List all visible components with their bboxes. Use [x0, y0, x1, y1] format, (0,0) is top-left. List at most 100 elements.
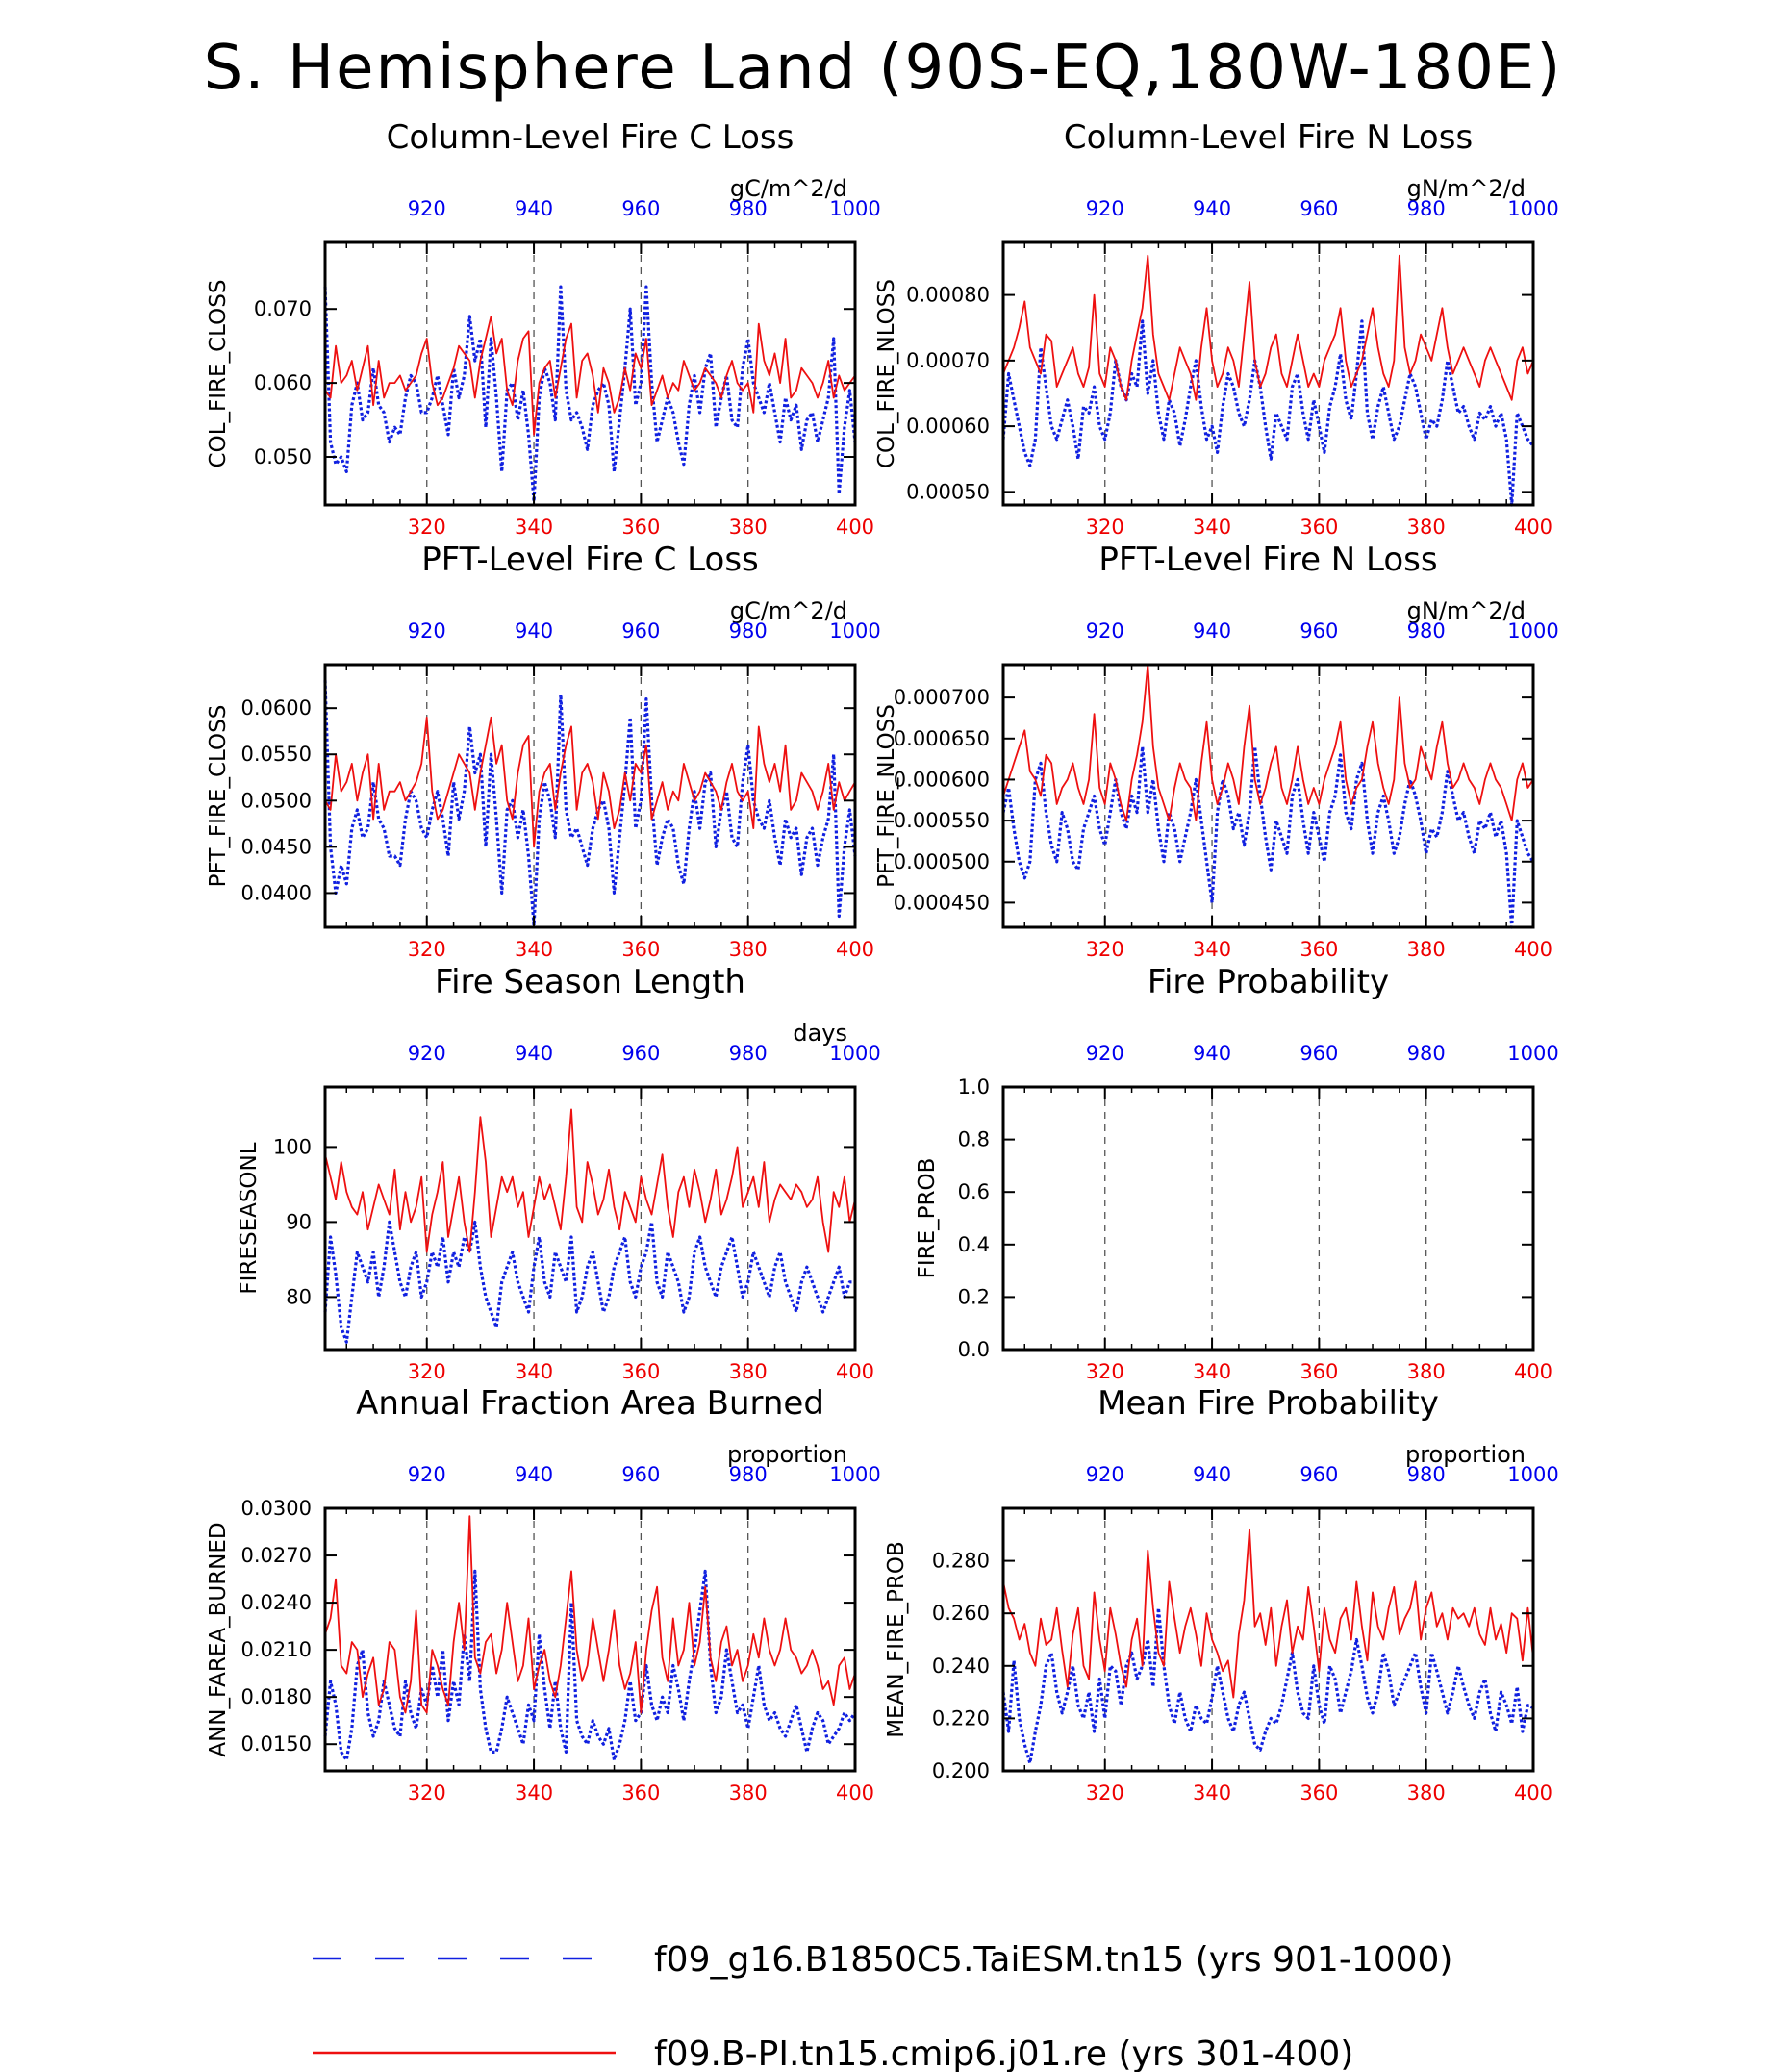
x-top-tick-label: 920 [1086, 1042, 1124, 1065]
x-top-tick-label: 920 [408, 1042, 446, 1065]
y-tick-label: 0.0180 [241, 1685, 312, 1708]
plot-frame [323, 1506, 857, 1773]
x-bottom-tick-label: 360 [621, 1360, 660, 1383]
y-tick-label: 1.0 [958, 1075, 990, 1099]
x-bottom-tick-label: 340 [515, 516, 553, 539]
y-tick-label: 0.0300 [241, 1497, 312, 1520]
x-bottom-tick-label: 380 [1407, 1360, 1446, 1383]
x-top-tick-label: 1000 [829, 197, 880, 220]
x-bottom-tick-label: 360 [621, 1781, 660, 1805]
series-a-line [1001, 319, 1535, 507]
units-label: proportion [1405, 1441, 1526, 1468]
x-top-tick-label: 1000 [829, 1042, 880, 1065]
y-tick-label: 90 [286, 1210, 312, 1233]
x-top-tick-label: 920 [1086, 197, 1124, 220]
x-bottom-tick-label: 400 [1514, 516, 1552, 539]
y-tick-label: 0.6 [958, 1180, 990, 1203]
x-bottom-tick-label: 340 [1193, 1781, 1231, 1805]
x-top-tick-label: 980 [729, 197, 768, 220]
x-top-tick-label: 960 [1299, 1463, 1338, 1486]
y-tick-label: 0.240 [932, 1655, 990, 1678]
y-tick-label: 80 [286, 1285, 312, 1308]
x-bottom-tick-label: 320 [1086, 1781, 1124, 1805]
series-a-line [323, 1569, 857, 1762]
y-tick-label: 0.220 [932, 1706, 990, 1730]
x-top-tick-label: 940 [1193, 1042, 1231, 1065]
x-top-tick-label: 940 [515, 619, 553, 643]
y-tick-label: 0.050 [254, 445, 312, 468]
y-axis-label: ANN_FAREA_BURNED [206, 1522, 231, 1756]
y-axis-label: MEAN_FIRE_PROB [884, 1541, 909, 1738]
y-tick-label: 0.260 [932, 1602, 990, 1625]
x-bottom-tick-label: 400 [1514, 1360, 1552, 1383]
y-axis-label: COL_FIRE_CLOSS [206, 280, 231, 468]
x-bottom-tick-label: 400 [836, 1360, 874, 1383]
plot-frame [1001, 1506, 1535, 1773]
x-bottom-tick-label: 320 [408, 516, 446, 539]
x-top-tick-label: 1000 [829, 1463, 880, 1486]
y-tick-label: 0.0270 [241, 1544, 312, 1567]
x-bottom-tick-label: 380 [1407, 516, 1446, 539]
y-tick-label: 0.000500 [894, 850, 990, 873]
series-b-line [324, 716, 856, 848]
chart-panel: Annual Fraction Area Burned proportion 320… [206, 1384, 881, 1805]
chart-panel: Column-Level Fire C Loss gC/m^2/d 320 920 34… [206, 118, 881, 539]
chart-panel: PFT-Level Fire N Loss gN/m^2/d 320 920 340 94… [874, 541, 1559, 961]
y-tick-label: 0.0400 [241, 881, 312, 904]
x-bottom-tick-label: 360 [1299, 938, 1338, 961]
panel-title: Annual Fraction Area Burned [356, 1384, 824, 1423]
x-top-tick-label: 980 [1407, 619, 1446, 643]
panel-title: Column-Level Fire C Loss [387, 118, 795, 157]
units-label: gC/m^2/d [730, 175, 847, 202]
chart-panel: Mean Fire Probability proportion 320 920 340… [884, 1384, 1559, 1805]
series-b-line [1002, 1528, 1534, 1699]
y-tick-label: 0.00080 [906, 284, 990, 307]
x-bottom-tick-label: 400 [836, 1781, 874, 1805]
x-top-tick-label: 1000 [1507, 1042, 1558, 1065]
y-tick-label: 0.000550 [894, 809, 990, 832]
x-top-tick-label: 920 [408, 619, 446, 643]
plot-frame [323, 663, 857, 929]
x-top-tick-label: 1000 [1507, 197, 1558, 220]
x-bottom-tick-label: 340 [1193, 1360, 1231, 1383]
units-label: days [793, 1020, 847, 1047]
x-top-tick-label: 980 [1407, 1042, 1446, 1065]
x-top-tick-label: 960 [1299, 1042, 1338, 1065]
x-top-tick-label: 940 [1193, 1463, 1231, 1486]
y-tick-label: 0.000650 [894, 727, 990, 750]
y-tick-label: 0.2 [958, 1285, 990, 1308]
x-bottom-tick-label: 380 [729, 1360, 768, 1383]
x-bottom-tick-label: 360 [621, 516, 660, 539]
x-bottom-tick-label: 400 [836, 516, 874, 539]
x-bottom-tick-label: 340 [515, 1360, 553, 1383]
x-top-tick-label: 960 [621, 619, 660, 643]
x-top-tick-label: 920 [1086, 619, 1124, 643]
x-bottom-tick-label: 380 [1407, 938, 1446, 961]
chart-panel: PFT-Level Fire C Loss gC/m^2/d 320 920 340 94… [206, 541, 881, 961]
x-top-tick-label: 920 [1086, 1463, 1124, 1486]
series-a-line [1001, 1606, 1534, 1765]
y-tick-label: 0.0500 [241, 789, 312, 812]
x-bottom-tick-label: 380 [729, 516, 768, 539]
y-axis-label: PFT_FIRE_CLOSS [206, 705, 231, 888]
plot-frame [323, 1085, 857, 1352]
x-top-tick-label: 1000 [1507, 619, 1558, 643]
panel-title: Mean Fire Probability [1097, 1384, 1439, 1423]
units-label: proportion [727, 1441, 847, 1468]
x-bottom-tick-label: 320 [1086, 516, 1124, 539]
panel-title: Fire Season Length [435, 963, 745, 1001]
plot-frame [1001, 1085, 1535, 1352]
series-b-line [324, 1108, 856, 1253]
panel-title: PFT-Level Fire C Loss [421, 541, 759, 579]
x-top-tick-label: 960 [1299, 197, 1338, 220]
y-tick-label: 0.070 [254, 297, 312, 320]
figure-title: S. Hemisphere Land (90S-EQ,180W-180E) [204, 33, 1563, 104]
y-tick-label: 0.060 [254, 371, 312, 394]
plot-frame [1001, 663, 1535, 929]
chart-panel: Column-Level Fire N Loss gN/m^2/d 320 920 34… [874, 118, 1559, 539]
x-top-tick-label: 940 [515, 197, 553, 220]
x-bottom-tick-label: 360 [1299, 1781, 1338, 1805]
x-top-tick-label: 940 [1193, 619, 1231, 643]
x-bottom-tick-label: 340 [515, 938, 553, 961]
